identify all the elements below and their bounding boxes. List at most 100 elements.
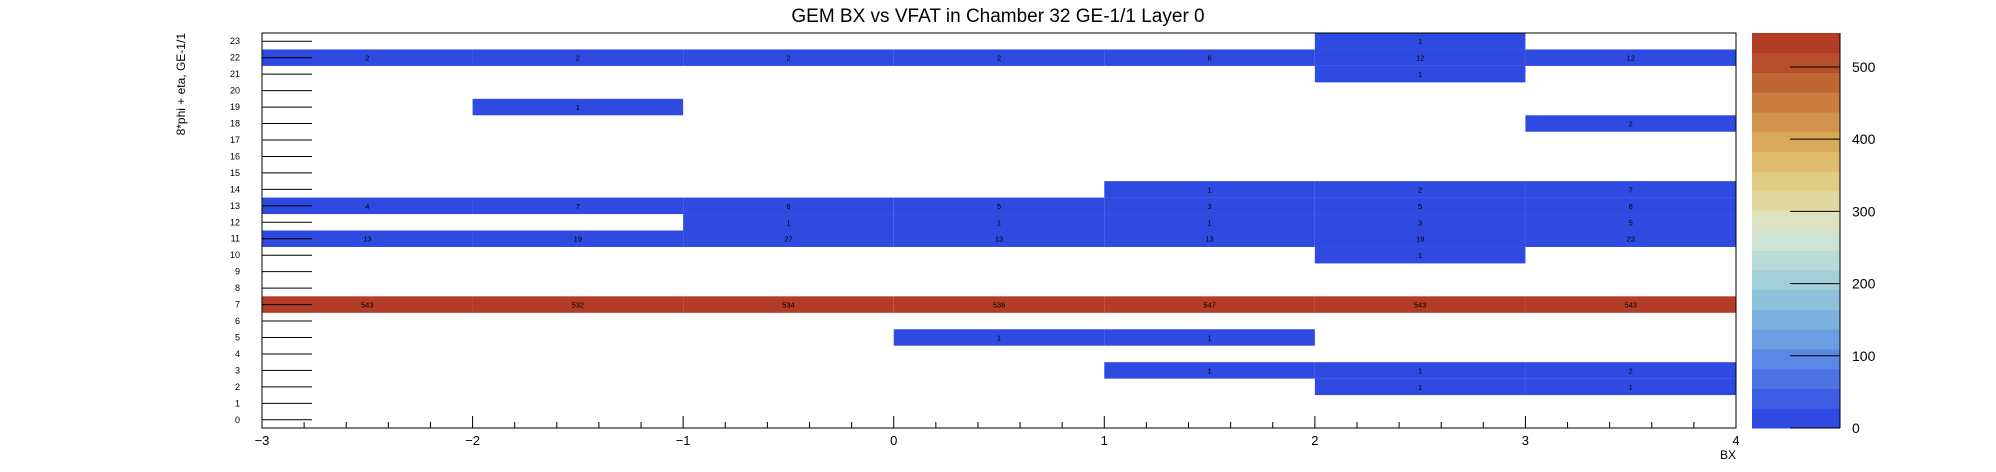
color-scale-bar: 0 100 200 300 400 500 <box>1752 33 1876 436</box>
cell-value-label: 1 <box>576 103 580 112</box>
x-tick-label: 2 <box>1311 433 1318 448</box>
heatmap-cell <box>1314 65 1526 83</box>
cell-value-label: 19 <box>1416 235 1424 244</box>
cell-value-label: 543 <box>361 301 374 310</box>
cell-value-label: 2 <box>1629 120 1633 129</box>
heatmap-cell <box>1525 214 1736 231</box>
heatmap-cell <box>1525 115 1736 132</box>
heatmap-cell <box>1104 197 1315 215</box>
color-scale-swatch <box>1752 388 1840 409</box>
color-scale-tick-label: 100 <box>1852 348 1876 364</box>
cell-value-label: 1 <box>1418 383 1422 392</box>
heatmap-cell <box>1314 181 1526 198</box>
x-tick-marks <box>261 416 1737 428</box>
y-tick-label: 18 <box>230 119 240 129</box>
x-tick-labels: −3 −2 −1 0 1 2 3 4 <box>255 433 1740 448</box>
cell-value-label: 2 <box>1629 366 1633 375</box>
y-tick-label: 8 <box>235 283 240 293</box>
y-tick-label: 2 <box>235 382 240 392</box>
cell-value-label: 1 <box>1629 383 1633 392</box>
cell-value-label: 7 <box>576 202 580 211</box>
cell-value-label: 1 <box>1418 37 1422 46</box>
cell-value-label: 532 <box>572 301 585 310</box>
color-scale-swatch <box>1752 33 1840 54</box>
cell-value-label: 2 <box>997 54 1001 63</box>
x-tick-label: 1 <box>1101 433 1108 448</box>
color-scale-swatch <box>1752 230 1840 251</box>
cell-value-label: 1 <box>1418 251 1422 260</box>
heatmap-cell <box>1104 49 1315 66</box>
color-scale-swatch <box>1752 349 1840 370</box>
cell-value-label: 1 <box>786 218 790 227</box>
color-scale-swatch <box>1752 92 1840 113</box>
y-tick-label: 22 <box>230 53 240 63</box>
color-scale-swatch <box>1752 131 1840 152</box>
heatmap-cell <box>893 230 1105 247</box>
y-tick-label: 3 <box>235 365 240 375</box>
y-tick-label: 7 <box>235 300 240 310</box>
heatmap-cell <box>472 49 684 66</box>
y-tick-label: 4 <box>235 349 240 359</box>
color-scale-swatch <box>1752 52 1840 73</box>
heatmap-cell <box>472 197 684 215</box>
cell-value-label: 536 <box>993 301 1006 310</box>
cell-value-label: 1 <box>1418 70 1422 79</box>
plot-frame <box>261 32 1737 429</box>
color-scale-swatch <box>1752 191 1840 212</box>
heatmap-cell <box>262 49 473 66</box>
x-tick-label: 3 <box>1522 433 1529 448</box>
heatmap-cell <box>1314 49 1526 66</box>
cell-value-label: 23 <box>1627 235 1635 244</box>
cell-value-label: 1 <box>997 333 1001 342</box>
color-scale-swatch <box>1752 210 1840 231</box>
cell-value-label: 13 <box>995 235 1003 244</box>
heatmap-cell <box>683 197 894 215</box>
heatmap-cell <box>683 296 894 313</box>
cell-value-label: 12 <box>1416 54 1424 63</box>
y-tick-label: 16 <box>230 151 240 161</box>
heatmap-cell <box>1314 296 1526 313</box>
heatmap-cell <box>1104 296 1315 313</box>
color-scale-swatch <box>1752 72 1840 93</box>
color-scale-tick-label: 300 <box>1852 203 1876 219</box>
cell-value-label: 12 <box>1627 54 1635 63</box>
cell-value-label: 7 <box>1629 185 1633 194</box>
color-scale-tick-label: 200 <box>1852 276 1876 292</box>
cell-value-label: 1 <box>1207 366 1211 375</box>
y-tick-marks <box>262 40 312 421</box>
heatmap-cell <box>1314 33 1526 50</box>
heatmap-cell <box>262 230 473 247</box>
cell-value-label: 543 <box>1414 301 1427 310</box>
color-scale-tick-label: 0 <box>1852 420 1860 436</box>
heatmap-cell <box>1525 378 1736 396</box>
heatmap-cell <box>1314 197 1526 215</box>
cell-value-label: 547 <box>1203 301 1216 310</box>
y-tick-label: 15 <box>230 168 240 178</box>
heatmap-cell <box>1525 230 1736 247</box>
y-tick-label: 12 <box>230 217 240 227</box>
heatmap-cell <box>893 329 1105 346</box>
cell-value-label: 8 <box>1629 202 1633 211</box>
y-tick-label: 0 <box>235 415 240 425</box>
heatmap-cell <box>893 49 1105 66</box>
cell-value-label: 2 <box>576 54 580 63</box>
y-tick-label: 5 <box>235 332 240 342</box>
cell-value-label: 3 <box>1418 218 1422 227</box>
color-scale-swatch <box>1752 309 1840 330</box>
cell-value-label: 19 <box>574 235 582 244</box>
cell-value-label: 5 <box>1629 218 1633 227</box>
heatmap-cell <box>893 214 1105 231</box>
y-tick-label: 14 <box>230 184 240 194</box>
cell-value-label: 1 <box>1207 185 1211 194</box>
heatmap-cell <box>1104 230 1315 247</box>
cell-value-label: 6 <box>1207 54 1211 63</box>
color-scale-swatch <box>1752 112 1840 133</box>
heatmap-cell <box>1314 362 1526 379</box>
x-tick-label: −2 <box>465 433 480 448</box>
color-scale-swatch <box>1752 250 1840 271</box>
color-scale-swatch <box>1752 171 1840 192</box>
color-scale-swatch <box>1752 408 1840 429</box>
cell-value-label: 1 <box>1418 366 1422 375</box>
